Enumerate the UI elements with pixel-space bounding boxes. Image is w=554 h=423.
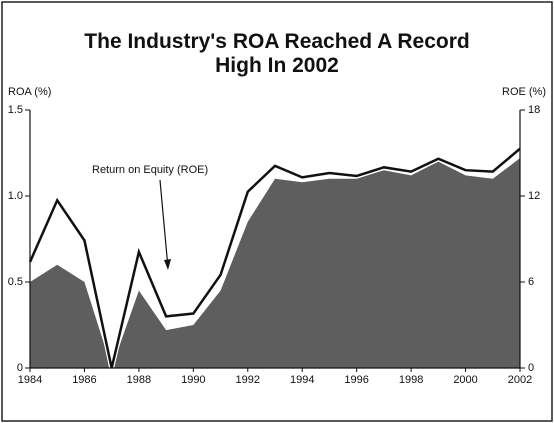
y-axis-label: ROA (%): [8, 86, 51, 98]
x-tick-label: 1988: [127, 374, 151, 386]
x-tick-label: 1986: [72, 374, 96, 386]
y2-tick-label: 6: [528, 276, 534, 288]
y-tick-label: 1.0: [8, 190, 23, 202]
chart-title: The Industry's ROA Reached A Record High…: [84, 30, 470, 77]
arrow-head: [164, 259, 171, 270]
x-tick-label: 2000: [453, 374, 477, 386]
x-tick-label: 1984: [18, 374, 42, 386]
annotation-arrow: [159, 179, 169, 269]
x-tick-label: 2002: [508, 374, 532, 386]
x-tick-label: 1990: [181, 374, 205, 386]
y2-tick-label: 18: [528, 104, 540, 116]
annotation: Return on Equity (ROE): [92, 164, 208, 176]
y-tick-label: 1.5: [8, 104, 23, 116]
y2-tick-label: 0: [528, 362, 534, 374]
y-tick-label: 0.5: [8, 276, 23, 288]
area: [30, 158, 520, 368]
x-tick-label: 1998: [399, 374, 423, 386]
x-tick-label: 1996: [344, 374, 368, 386]
x-tick-label: 1992: [236, 374, 260, 386]
y-tick-label: 0: [17, 362, 23, 374]
x-tick-label: 1994: [290, 374, 314, 386]
y2-tick-label: 12: [528, 190, 540, 202]
y2-axis-label: ROE (%): [502, 86, 546, 98]
